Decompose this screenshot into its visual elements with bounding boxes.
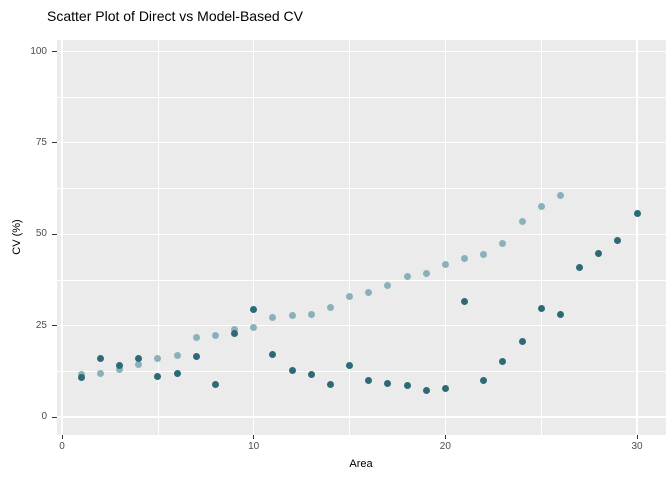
dark-teal-series-point: [480, 377, 488, 385]
light-blue-series-point: [422, 269, 430, 277]
dark-teal-series-point: [288, 367, 296, 375]
dark-teal-series-point: [441, 384, 449, 392]
light-blue-series-point: [441, 260, 449, 268]
dark-teal-series-point: [307, 371, 315, 379]
light-blue-series-point: [461, 254, 468, 262]
minor-gridline-horizontal: [57, 279, 666, 281]
plot-panel: [57, 40, 666, 435]
light-blue-series-point: [269, 313, 277, 321]
dark-teal-series-point: [173, 369, 181, 377]
x-axis-tick: [61, 435, 63, 439]
dark-teal-series-point: [211, 380, 219, 388]
light-blue-series-point: [518, 217, 526, 225]
dark-teal-series-point: [614, 237, 622, 245]
light-blue-series-point: [192, 334, 200, 342]
y-axis-tick: [52, 233, 57, 235]
dark-teal-series-point: [633, 209, 641, 217]
y-axis-tick: [52, 416, 57, 418]
light-blue-series-point: [537, 203, 545, 211]
light-blue-series-point: [96, 369, 104, 377]
minor-gridline-horizontal: [57, 188, 666, 189]
dark-teal-series-point: [518, 338, 526, 346]
major-gridline-vertical: [444, 40, 446, 435]
dark-teal-series-point: [422, 387, 430, 395]
dark-teal-series-point: [556, 310, 564, 318]
light-blue-series-point: [288, 312, 296, 320]
major-gridline-horizontal: [57, 142, 666, 144]
minor-gridline-horizontal: [57, 371, 666, 372]
minor-gridline-horizontal: [57, 96, 666, 98]
dark-teal-series-point: [326, 381, 334, 389]
dark-teal-series-point: [461, 298, 468, 305]
major-gridline-horizontal: [57, 233, 666, 235]
major-gridline-horizontal: [57, 325, 666, 327]
y-axis-tick-label: 100: [30, 45, 47, 57]
dark-teal-series-point: [537, 304, 545, 312]
dark-teal-series-point: [231, 329, 238, 337]
y-axis-tick: [52, 51, 57, 52]
light-blue-series-point: [307, 310, 315, 318]
dark-teal-series-point: [499, 357, 507, 365]
x-axis-tick-label: 0: [59, 441, 65, 452]
y-axis-tick-label: 75: [35, 136, 47, 148]
dark-teal-series-point: [595, 250, 603, 258]
light-blue-series-point: [211, 332, 219, 340]
y-axis-tick-label: 50: [35, 228, 47, 240]
light-blue-series-point: [135, 360, 143, 368]
light-blue-series-point: [365, 289, 373, 297]
minor-gridline-vertical: [157, 40, 159, 435]
light-blue-series-point: [384, 282, 392, 290]
light-blue-series-point: [403, 273, 411, 281]
dark-teal-series-point: [365, 377, 373, 385]
light-blue-series-point: [480, 250, 488, 258]
light-blue-series-point: [556, 192, 564, 200]
dark-teal-series-point: [576, 263, 583, 271]
light-blue-series-point: [499, 239, 507, 247]
y-axis-tick: [52, 325, 57, 327]
dark-teal-series-point: [135, 355, 143, 363]
x-axis-tick: [444, 435, 446, 439]
dark-teal-series-point: [250, 306, 258, 314]
dark-teal-series-point: [116, 362, 123, 370]
dark-teal-series-point: [192, 353, 200, 361]
dark-teal-series-point: [154, 373, 162, 381]
x-axis-tick-label: 10: [248, 441, 260, 452]
x-axis-tick-label: 30: [631, 441, 643, 452]
light-blue-series-point: [250, 323, 258, 331]
y-axis-tick-label: 25: [35, 319, 47, 331]
dark-teal-series-point: [384, 379, 392, 387]
x-axis-tick: [636, 435, 638, 439]
dark-teal-series-point: [77, 374, 85, 382]
x-axis-tick-label: 20: [439, 441, 451, 452]
major-gridline-vertical: [61, 40, 63, 435]
major-gridline-horizontal: [57, 416, 666, 418]
light-blue-series-point: [326, 304, 334, 312]
chart-title: Scatter Plot of Direct vs Model-Based CV: [47, 8, 303, 24]
x-axis-title: Area: [349, 458, 373, 470]
major-gridline-horizontal: [57, 50, 666, 53]
dark-teal-series-point: [403, 382, 411, 390]
dark-teal-series-point: [269, 350, 277, 358]
light-blue-series-point: [231, 325, 238, 333]
minor-gridline-vertical: [349, 40, 350, 435]
minor-gridline-vertical: [540, 40, 542, 435]
light-blue-series-point: [154, 355, 162, 363]
dark-teal-series-point: [346, 361, 353, 369]
light-blue-series-point: [173, 352, 181, 360]
y-axis-tick-label: 0: [41, 411, 47, 422]
major-gridline-vertical: [253, 40, 255, 435]
y-axis-tick: [52, 142, 57, 144]
light-blue-series-point: [116, 365, 123, 373]
dark-teal-series-point: [96, 355, 104, 363]
x-axis-tick: [253, 435, 255, 439]
major-gridline-vertical: [636, 40, 638, 435]
light-blue-series-point: [346, 293, 353, 301]
